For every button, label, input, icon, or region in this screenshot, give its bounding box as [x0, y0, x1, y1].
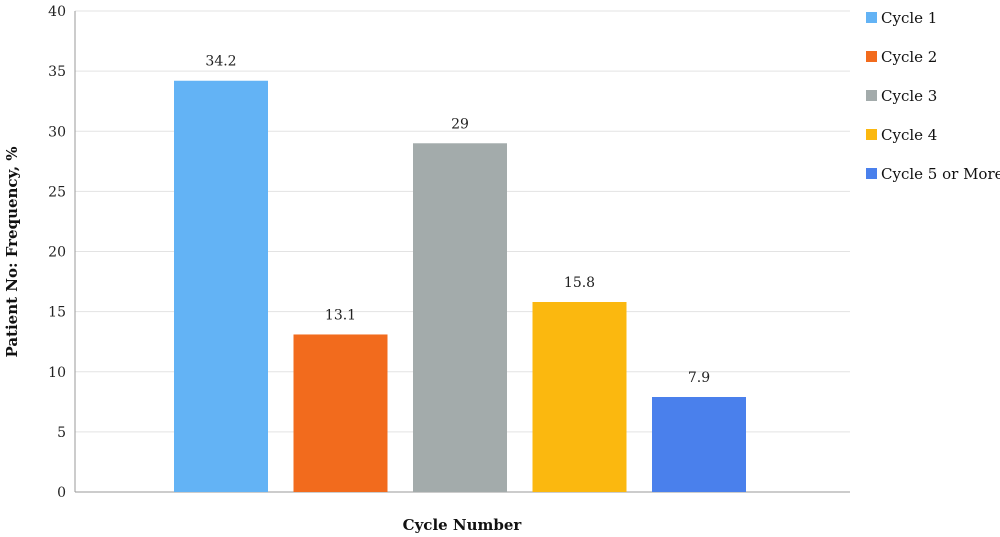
- legend: Cycle 1 Cycle 2 Cycle 3 Cycle 4 Cycle 5 or M…: [866, 9, 1000, 183]
- data-label-2: 13.1: [325, 307, 356, 323]
- data-label-1: 34.2: [205, 54, 236, 70]
- legend-label-2: Cycle 2: [881, 48, 937, 66]
- y-tick-label: 35: [48, 64, 66, 80]
- data-label-5: 7.9: [688, 370, 710, 386]
- legend-swatch-5: [866, 168, 877, 179]
- legend-label-4: Cycle 4: [881, 126, 937, 144]
- data-label-4: 15.8: [564, 275, 595, 291]
- data-labels: 34.2 13.1 29 15.8 7.9: [205, 54, 710, 386]
- y-tick-label: 40: [48, 4, 66, 20]
- legend-label-1: Cycle 1: [881, 9, 937, 27]
- legend-swatch-3: [866, 90, 877, 101]
- bar-1: [174, 80, 268, 493]
- legend-swatch-1: [866, 12, 877, 23]
- bar-4: [532, 302, 627, 492]
- y-tick-label: 25: [48, 184, 66, 200]
- y-tick-label: 10: [48, 365, 66, 381]
- legend-swatch-4: [866, 129, 877, 140]
- y-axis-title: Patient No: Frequency, %: [3, 146, 21, 357]
- bar-5: [652, 397, 746, 492]
- legend-swatch-2: [866, 51, 877, 62]
- bar-3: [413, 143, 507, 492]
- y-axis-ticks: 0 5 10 15 20 25 30 35 40: [48, 4, 66, 501]
- y-tick-label: 0: [57, 485, 66, 501]
- y-tick-label: 15: [48, 305, 66, 321]
- legend-label-5: Cycle 5 or More: [881, 165, 1000, 183]
- bar-2: [293, 334, 388, 492]
- y-tick-label: 30: [48, 124, 66, 140]
- legend-label-3: Cycle 3: [881, 87, 937, 105]
- y-tick-label: 20: [48, 245, 66, 261]
- data-label-3: 29: [451, 116, 469, 132]
- x-axis-title: Cycle Number: [403, 516, 523, 534]
- y-tick-label: 5: [57, 425, 66, 441]
- bar-series: [174, 80, 746, 493]
